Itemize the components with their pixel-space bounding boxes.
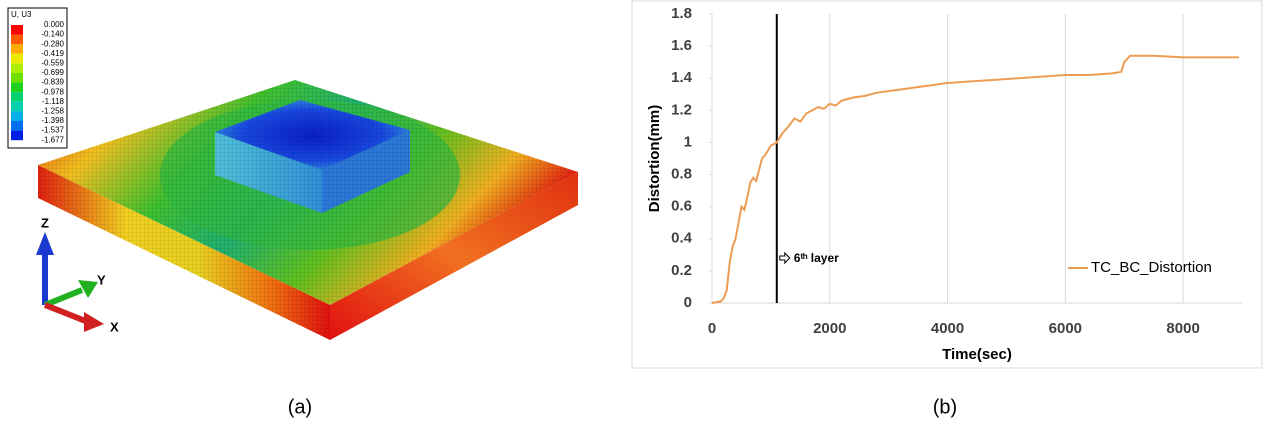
legend-label: -1.537 — [41, 126, 64, 135]
y-axis-label: Distortion(mm) — [646, 105, 663, 213]
legend-swatch — [11, 111, 23, 121]
legend-swatch — [11, 121, 23, 131]
legend-label: -0.140 — [41, 30, 64, 39]
legend-swatch — [11, 35, 23, 45]
x-axis-label: Time(sec) — [942, 346, 1012, 363]
legend-swatch — [11, 92, 23, 102]
legend-swatch — [11, 54, 23, 64]
legend-swatch — [11, 131, 23, 141]
y-tick-label: 1.8 — [671, 5, 692, 22]
fem-model — [38, 80, 578, 340]
y-tick-label: 0.2 — [671, 262, 692, 279]
x-tick-label: 2000 — [813, 320, 846, 337]
legend-swatch — [11, 73, 23, 83]
legend-label: -0.419 — [41, 49, 64, 58]
legend-label: -1.398 — [41, 116, 64, 125]
y-tick-label: 1.4 — [671, 69, 693, 86]
y-tick-label: 0.4 — [671, 230, 693, 247]
x-tick-label: 0 — [708, 320, 716, 337]
figure: U, U3 0.000-0.140-0.280-0.419-0.559-0.699… — [0, 0, 1267, 423]
legend-swatch — [11, 25, 23, 35]
legend-swatch — [11, 44, 23, 54]
legend-label: -1.118 — [42, 97, 65, 106]
axis-letter: X — [110, 319, 119, 334]
caption: (a) — [288, 396, 312, 418]
axis-letter: Z — [41, 215, 49, 230]
legend-label: -0.559 — [41, 59, 64, 68]
caption: (b) — [933, 396, 957, 418]
annotation: 6ᵗʰ layer — [794, 251, 839, 265]
legend-label: 0.000 — [44, 20, 65, 29]
y-tick-label: 0 — [684, 294, 692, 311]
x-tick-label: 6000 — [1049, 320, 1082, 337]
legend-label: -1.258 — [41, 107, 64, 116]
legend-label: -0.839 — [41, 78, 64, 87]
x-tick-label: 4000 — [931, 320, 964, 337]
y-tick-label: 0.8 — [671, 166, 692, 183]
legend-label: -0.280 — [41, 39, 64, 48]
axis-letter: Y — [97, 272, 106, 287]
legend-label: TC_BC_Distortion — [1091, 259, 1212, 276]
legend-swatch — [11, 102, 23, 112]
x-tick-label: 8000 — [1166, 320, 1199, 337]
legend-swatch — [11, 63, 23, 73]
triad — [36, 232, 104, 332]
y-tick-label: 0.6 — [671, 198, 692, 215]
legend-label: -1.677 — [41, 135, 64, 144]
y-tick-label: 1.2 — [671, 101, 692, 118]
legend-title: U, U3 — [11, 10, 32, 19]
legend-label: -0.699 — [41, 68, 64, 77]
legend-swatch — [11, 83, 23, 93]
y-tick-label: 1 — [684, 133, 692, 150]
y-tick-label: 1.6 — [671, 37, 692, 54]
legend-label: -0.978 — [41, 87, 64, 96]
annotation-arrow — [780, 253, 790, 263]
